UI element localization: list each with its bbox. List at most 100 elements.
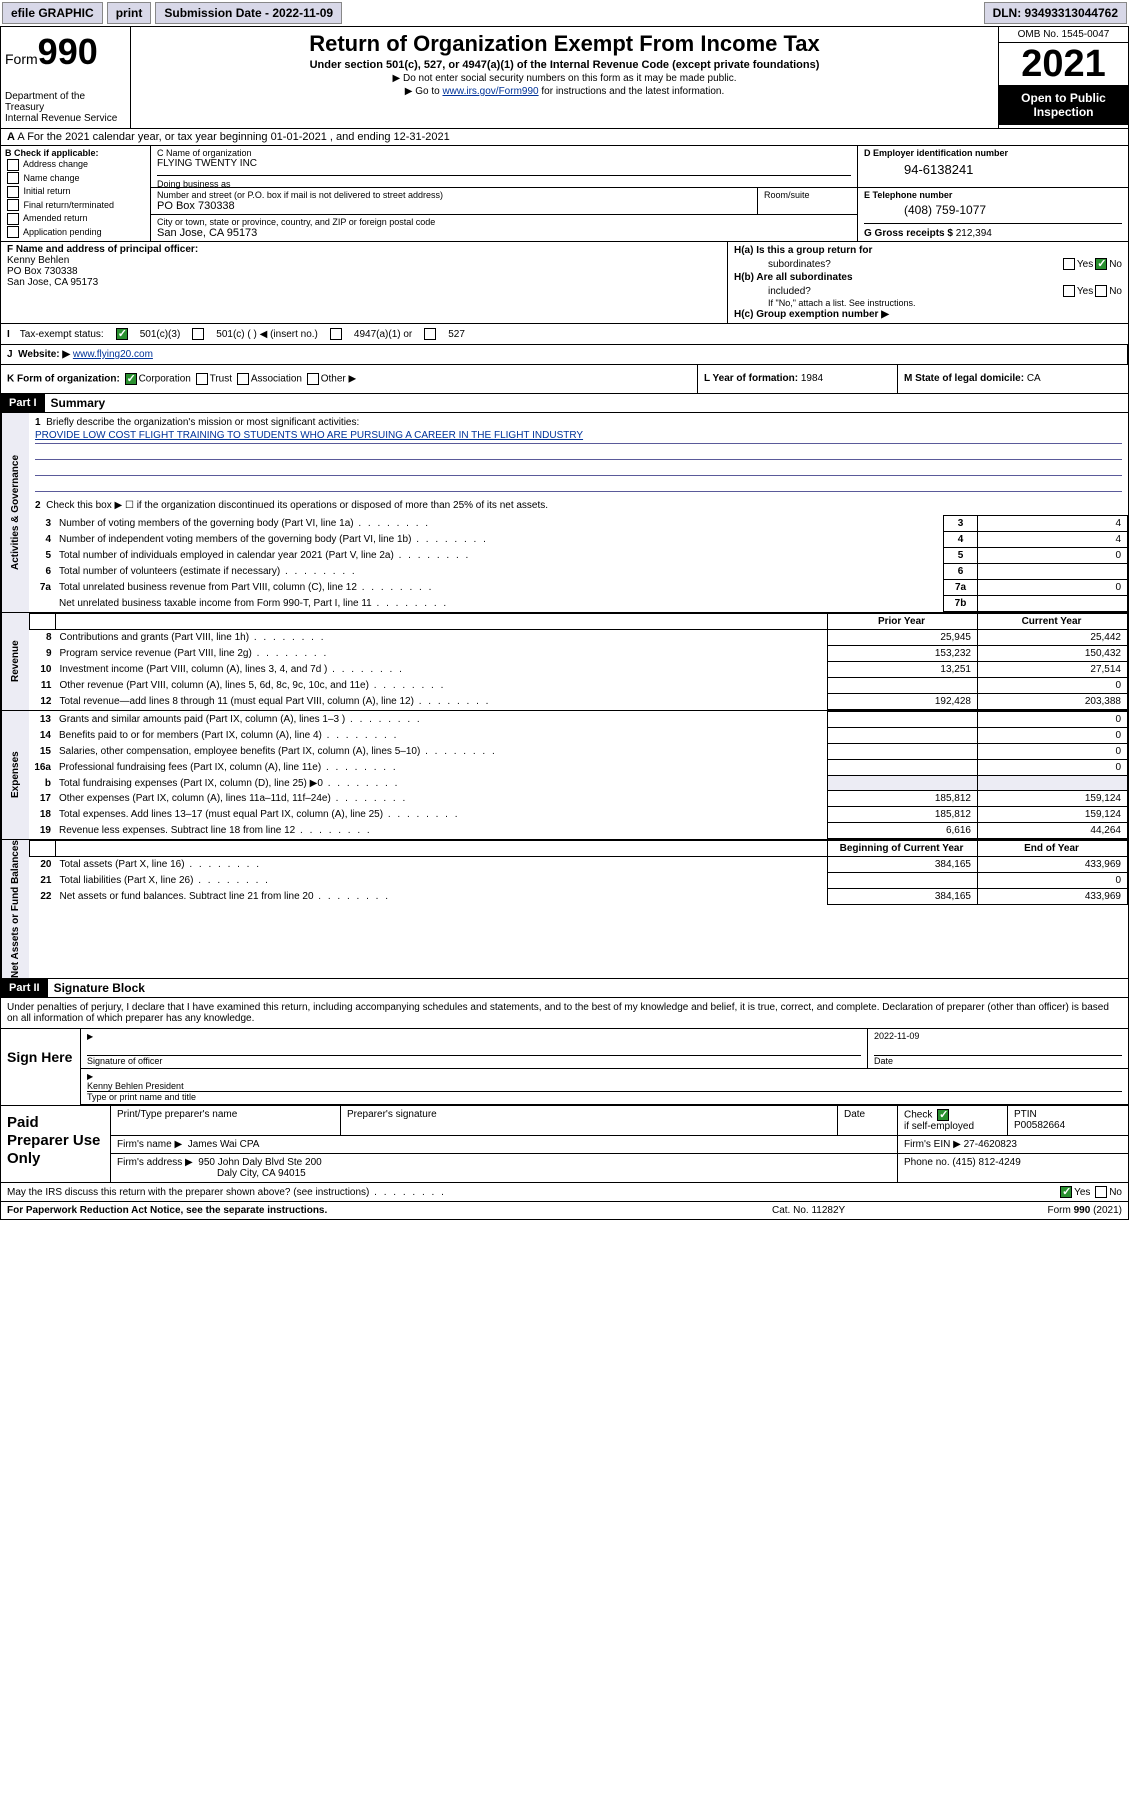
curr-value: 25,442	[978, 630, 1128, 646]
line-desc: Total fundraising expenses (Part IX, col…	[55, 776, 828, 791]
line-num: 13	[29, 712, 55, 728]
line-num: b	[29, 776, 55, 791]
part2-title: Signature Block	[48, 981, 145, 995]
inspection-2: Inspection	[1003, 105, 1124, 119]
k-assoc[interactable]	[237, 373, 249, 385]
line-num: 19	[29, 823, 55, 839]
line-desc: Benefits paid to or for members (Part IX…	[55, 728, 828, 744]
k-trust[interactable]	[196, 373, 208, 385]
governance-table: 3 Number of voting members of the govern…	[29, 515, 1128, 612]
curr-value: 150,432	[978, 646, 1128, 662]
firm-addr-label: Firm's address ▶	[117, 1157, 193, 1168]
hb-yes[interactable]	[1063, 285, 1075, 297]
discuss-no[interactable]	[1095, 1186, 1107, 1198]
tab-expenses: Expenses	[1, 711, 29, 839]
curr-value: 433,969	[978, 889, 1128, 905]
ha-label: H(a) Is this a group return for	[734, 245, 872, 256]
form-header: Form990 Department of the Treasury Inter…	[0, 27, 1129, 129]
line-value: 0	[978, 580, 1128, 596]
line-num: 10	[30, 662, 56, 678]
line-desc: Investment income (Part VIII, column (A)…	[56, 662, 828, 678]
chk-initial-return[interactable]	[7, 186, 19, 198]
col-curr: End of Year	[978, 841, 1128, 857]
line-num: 16a	[29, 760, 55, 776]
i-527[interactable]	[424, 328, 436, 340]
prior-value: 6,616	[828, 823, 978, 839]
chk-name-change[interactable]	[7, 172, 19, 184]
line-num: 3	[29, 516, 55, 532]
prior-value: 13,251	[828, 662, 978, 678]
i-501c[interactable]	[192, 328, 204, 340]
line-value	[978, 596, 1128, 612]
officer-addr2: San Jose, CA 95173	[7, 277, 98, 288]
row-a-period: A A For the 2021 calendar year, or tax y…	[0, 129, 1129, 146]
ptin-label: PTIN	[1014, 1109, 1037, 1120]
m-value: CA	[1027, 373, 1041, 384]
sig-date-label: Date	[874, 1056, 893, 1066]
ha-yes[interactable]	[1063, 258, 1075, 270]
curr-value: 44,264	[978, 823, 1128, 839]
line-num: 4	[29, 532, 55, 548]
col-b-checkboxes: B Check if applicable: Address change Na…	[1, 146, 151, 241]
line-num: 21	[30, 873, 56, 889]
i-4947[interactable]	[330, 328, 342, 340]
revenue-table: Prior Year Current Year8 Contributions a…	[29, 613, 1128, 710]
k-other[interactable]	[307, 373, 319, 385]
c-name-label: C Name of organization	[157, 148, 851, 158]
line-desc: Total number of volunteers (estimate if …	[55, 564, 944, 580]
page-footer: For Paperwork Reduction Act Notice, see …	[0, 1202, 1129, 1220]
line1-label: Briefly describe the organization's miss…	[46, 417, 359, 428]
form-ref: Form 990 (2021)	[972, 1205, 1122, 1216]
prep-signature-label: Preparer's signature	[341, 1106, 838, 1135]
sign-here-label: Sign Here	[1, 1029, 81, 1105]
line-desc: Revenue less expenses. Subtract line 18 …	[55, 823, 828, 839]
line-num: 14	[29, 728, 55, 744]
part2-badge: Part II	[1, 979, 48, 997]
line-num: 18	[29, 807, 55, 823]
discuss-row: May the IRS discuss this return with the…	[0, 1183, 1129, 1202]
chk-amended[interactable]	[7, 213, 19, 225]
line-num: 11	[30, 678, 56, 694]
line-box: 7a	[944, 580, 978, 596]
hb-no[interactable]	[1095, 285, 1107, 297]
chk-self-employed[interactable]	[937, 1109, 949, 1121]
line-desc: Contributions and grants (Part VIII, lin…	[56, 630, 828, 646]
line-box: 3	[944, 516, 978, 532]
col-prior: Prior Year	[828, 614, 978, 630]
form-title: Return of Organization Exempt From Incom…	[139, 31, 990, 57]
irs-link[interactable]: www.irs.gov/Form990	[442, 86, 538, 97]
chk-app-pending[interactable]	[7, 226, 19, 238]
i-501c3[interactable]	[116, 328, 128, 340]
tab-governance: Activities & Governance	[1, 413, 29, 612]
k-corp[interactable]	[125, 373, 137, 385]
firm-addr2: Daly City, CA 94015	[117, 1168, 306, 1179]
curr-value: 159,124	[978, 791, 1128, 807]
line-value: 4	[978, 532, 1128, 548]
line-desc: Grants and similar amounts paid (Part IX…	[55, 712, 828, 728]
discuss-yes[interactable]	[1060, 1186, 1072, 1198]
curr-value: 433,969	[978, 857, 1128, 873]
k-label: K Form of organization:	[7, 374, 120, 385]
goto-post: for instructions and the latest informat…	[539, 86, 725, 97]
hb-note: If "No," attach a list. See instructions…	[734, 298, 1122, 308]
self-employed-text: if self-employed	[904, 1121, 974, 1132]
curr-value: 0	[978, 760, 1128, 776]
chk-address-change[interactable]	[7, 159, 19, 171]
phone-value: (408) 759-1077	[864, 200, 1122, 223]
print-button[interactable]: print	[107, 2, 152, 24]
line-num: 22	[30, 889, 56, 905]
line-num: 6	[29, 564, 55, 580]
ha-no[interactable]	[1095, 258, 1107, 270]
street-label: Number and street (or P.O. box if mail i…	[157, 190, 751, 200]
chk-final-return[interactable]	[7, 199, 19, 211]
line-desc: Salaries, other compensation, employee b…	[55, 744, 828, 760]
prior-value	[828, 728, 978, 744]
part1-expenses: Expenses 13 Grants and similar amounts p…	[0, 711, 1129, 840]
curr-value: 203,388	[978, 694, 1128, 710]
prior-value: 185,812	[828, 791, 978, 807]
line-desc: Other expenses (Part IX, column (A), lin…	[55, 791, 828, 807]
website-link[interactable]: www.flying20.com	[73, 349, 153, 360]
phone-label: E Telephone number	[864, 190, 1122, 200]
prior-value	[828, 760, 978, 776]
curr-value: 27,514	[978, 662, 1128, 678]
